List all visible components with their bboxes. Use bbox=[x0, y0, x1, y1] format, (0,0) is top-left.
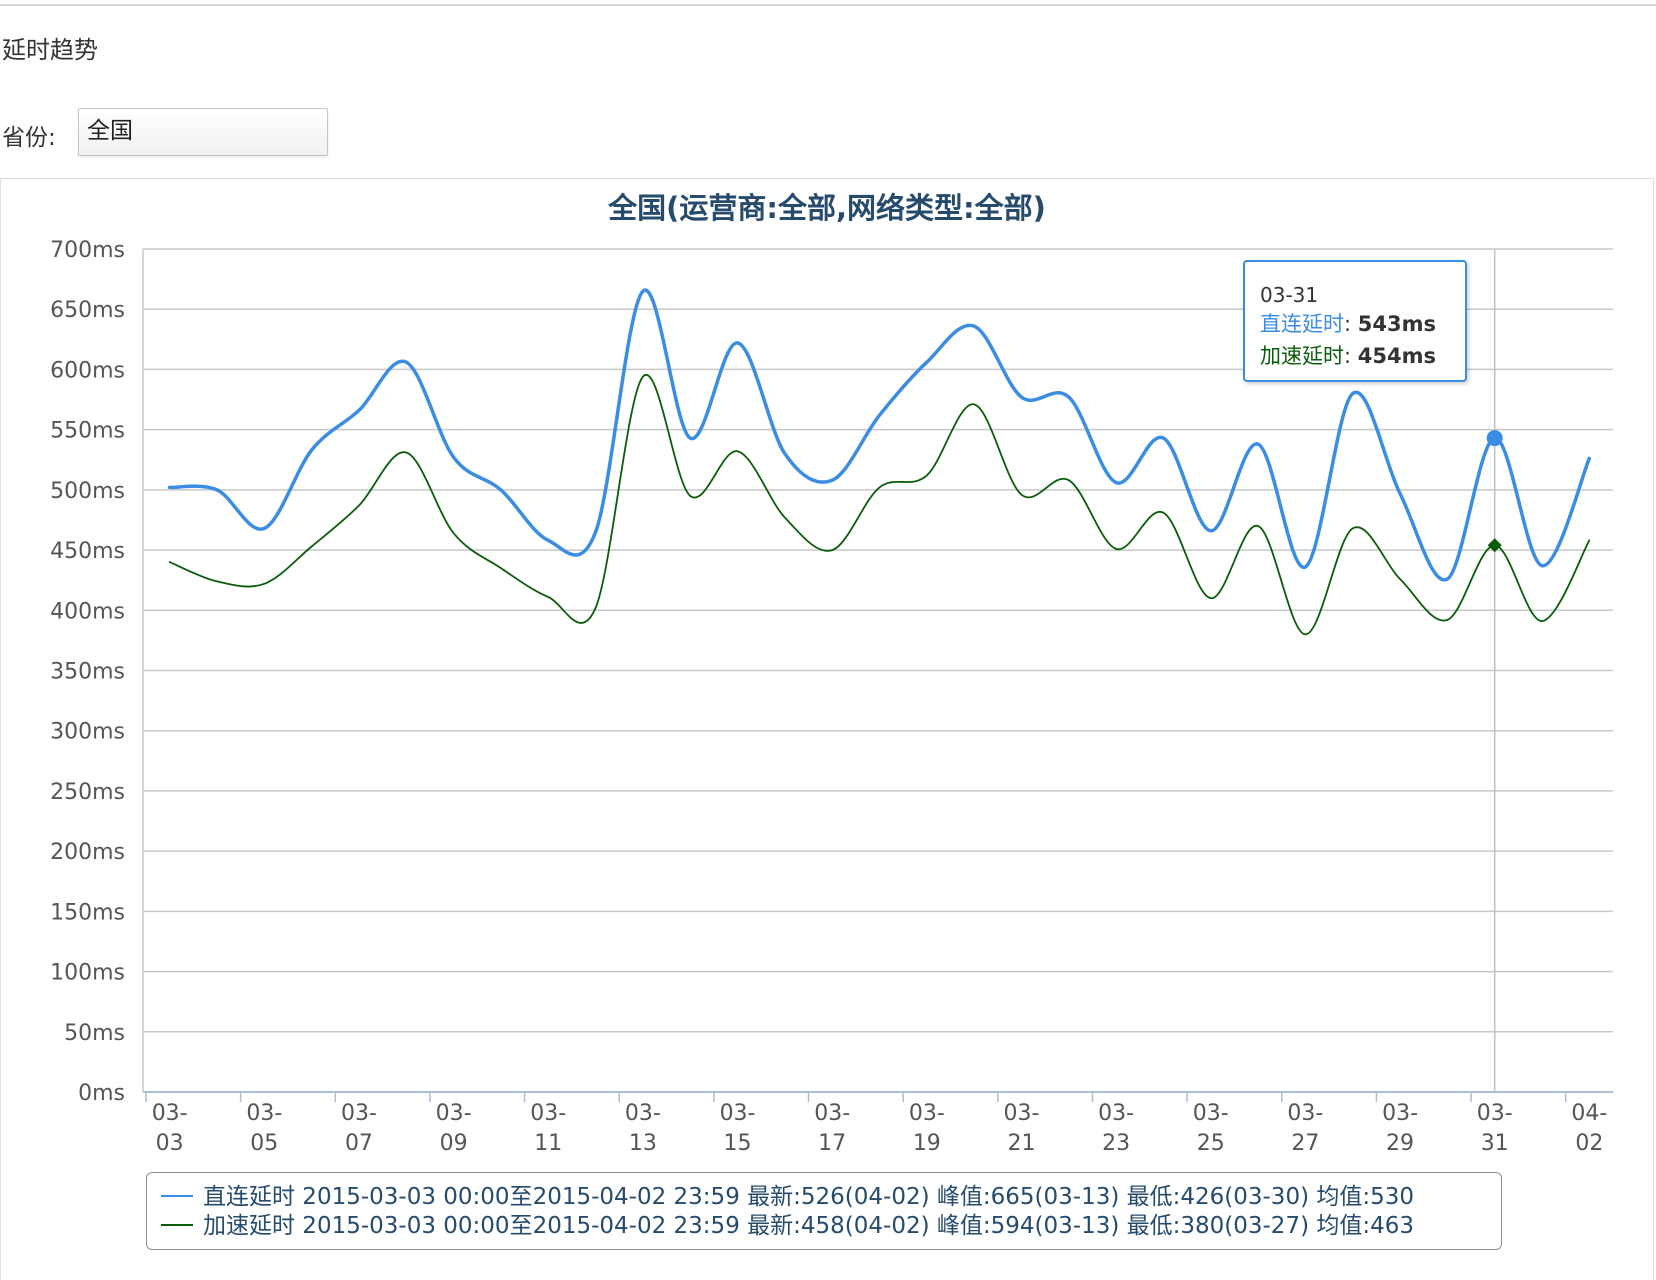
latency-chart: 全国(运营商:全部,网络类型:全部) 0ms 50ms 100ms 150ms 200m… bbox=[50, 191, 1613, 1156]
y-tick-label: 550ms bbox=[50, 419, 125, 444]
x-tick-label: 04- bbox=[1571, 1101, 1607, 1126]
x-tick-label: 11 bbox=[534, 1131, 562, 1156]
y-tick-label: 250ms bbox=[50, 780, 125, 805]
section-title: 延时趋势 bbox=[2, 36, 98, 64]
y-tick-label: 400ms bbox=[50, 599, 125, 624]
series-lines bbox=[167, 288, 1592, 636]
tooltip-date: 03-31 bbox=[1260, 283, 1319, 307]
tooltip-direct-value: 543ms bbox=[1357, 312, 1436, 336]
x-tick-label: 29 bbox=[1386, 1131, 1414, 1156]
hover-markers bbox=[1486, 430, 1503, 553]
y-tick-label: 450ms bbox=[50, 539, 125, 564]
x-tick-label: 03- bbox=[720, 1101, 756, 1126]
y-tick-label: 0ms bbox=[78, 1081, 125, 1106]
y-tick-label: 150ms bbox=[50, 900, 125, 925]
x-tick-label: 03- bbox=[1477, 1101, 1513, 1126]
y-tick-label: 500ms bbox=[50, 479, 125, 504]
y-tick-label: 200ms bbox=[50, 840, 125, 865]
x-tick-label: 19 bbox=[913, 1131, 941, 1156]
x-tick-label: 13 bbox=[629, 1131, 657, 1156]
hover-marker-direct bbox=[1486, 430, 1503, 447]
x-tick-label: 07 bbox=[345, 1131, 373, 1156]
province-label: 省份: bbox=[2, 125, 56, 151]
y-tick-label: 600ms bbox=[50, 358, 125, 383]
x-tick-label: 03- bbox=[1382, 1101, 1418, 1126]
legend-item-accel[interactable]: 加速延时 2015-03-03 00:00至2015-04-02 23:59 最… bbox=[161, 1212, 1501, 1241]
x-tick-label: 09 bbox=[440, 1131, 468, 1156]
legend-label-direct: 直连延时 2015-03-03 00:00至2015-04-02 23:59 最… bbox=[203, 1184, 1415, 1210]
legend-swatch-direct bbox=[161, 1194, 193, 1197]
x-tick-label: 02 bbox=[1575, 1131, 1603, 1156]
x-tick-label: 25 bbox=[1197, 1131, 1225, 1156]
x-tick-label: 03- bbox=[625, 1101, 661, 1126]
x-tick-label: 03- bbox=[814, 1101, 850, 1126]
x-tick-label: 03- bbox=[1287, 1101, 1323, 1126]
x-tick-label: 03 bbox=[156, 1131, 184, 1156]
tooltip-row-direct: 直连延时: 543ms bbox=[1260, 308, 1465, 340]
tooltip-accel-name: 加速延时 bbox=[1260, 344, 1344, 368]
chart-tooltip: 03-31 直连延时: 543ms 加速延时: 454ms bbox=[1243, 260, 1467, 382]
x-tick-label: 17 bbox=[818, 1131, 846, 1156]
province-select[interactable]: 全国 bbox=[78, 108, 328, 156]
legend-label-accel: 加速延时 2015-03-03 00:00至2015-04-02 23:59 最… bbox=[203, 1213, 1415, 1239]
x-tick-label: 15 bbox=[724, 1131, 752, 1156]
series-line-direct bbox=[167, 288, 1592, 582]
x-tick-label: 03- bbox=[1098, 1101, 1134, 1126]
tooltip-accel-value: 454ms bbox=[1357, 344, 1436, 368]
chart-panel: 全国(运营商:全部,网络类型:全部) 0ms 50ms 100ms 150ms 200m… bbox=[0, 178, 1654, 1280]
tooltip-direct-name: 直连延时 bbox=[1260, 312, 1344, 336]
x-tick-label: 03- bbox=[341, 1101, 377, 1126]
x-tick-label: 03- bbox=[436, 1101, 472, 1126]
legend-swatch-accel bbox=[161, 1223, 193, 1226]
x-axis bbox=[143, 1091, 1613, 1102]
top-divider bbox=[0, 4, 1656, 6]
y-tick-label: 700ms bbox=[50, 238, 125, 263]
x-tick-label: 03- bbox=[1003, 1101, 1039, 1126]
x-tick-label: 23 bbox=[1102, 1131, 1130, 1156]
x-tick-label: 03- bbox=[152, 1101, 188, 1126]
y-tick-label: 650ms bbox=[50, 298, 125, 323]
legend-item-direct[interactable]: 直连延时 2015-03-03 00:00至2015-04-02 23:59 最… bbox=[161, 1183, 1501, 1212]
series-line-accel bbox=[168, 373, 1591, 636]
tooltip-direct-colon: : bbox=[1344, 312, 1358, 336]
x-tick-label: 27 bbox=[1291, 1131, 1319, 1156]
tooltip-row-accel: 加速延时: 454ms bbox=[1260, 340, 1465, 372]
x-tick-label: 31 bbox=[1481, 1131, 1509, 1156]
tooltip-accel-colon: : bbox=[1344, 344, 1358, 368]
y-tick-label: 100ms bbox=[50, 961, 125, 986]
y-tick-label: 350ms bbox=[50, 660, 125, 685]
y-tick-label: 300ms bbox=[50, 720, 125, 745]
chart-title: 全国(运营商:全部,网络类型:全部) bbox=[607, 191, 1046, 225]
x-tick-label: 03- bbox=[909, 1101, 945, 1126]
hover-marker-accel bbox=[1487, 538, 1502, 553]
chart-legend: 直连延时 2015-03-03 00:00至2015-04-02 23:59 最… bbox=[146, 1172, 1502, 1250]
x-tick-label: 03- bbox=[530, 1101, 566, 1126]
y-axis-ticks: 0ms 50ms 100ms 150ms 200ms 250ms 300ms 350ms 400… bbox=[50, 238, 125, 1106]
x-tick-label: 03- bbox=[246, 1101, 282, 1126]
x-tick-label: 05 bbox=[250, 1131, 278, 1156]
x-tick-label: 03- bbox=[1193, 1101, 1229, 1126]
x-tick-label: 21 bbox=[1007, 1131, 1035, 1156]
x-axis-ticks: 03- 03 03- 05 03- 07 03- 09 03- 11 03- 13 03- 15 03- 17… bbox=[152, 1101, 1608, 1156]
y-tick-label: 50ms bbox=[64, 1021, 125, 1046]
